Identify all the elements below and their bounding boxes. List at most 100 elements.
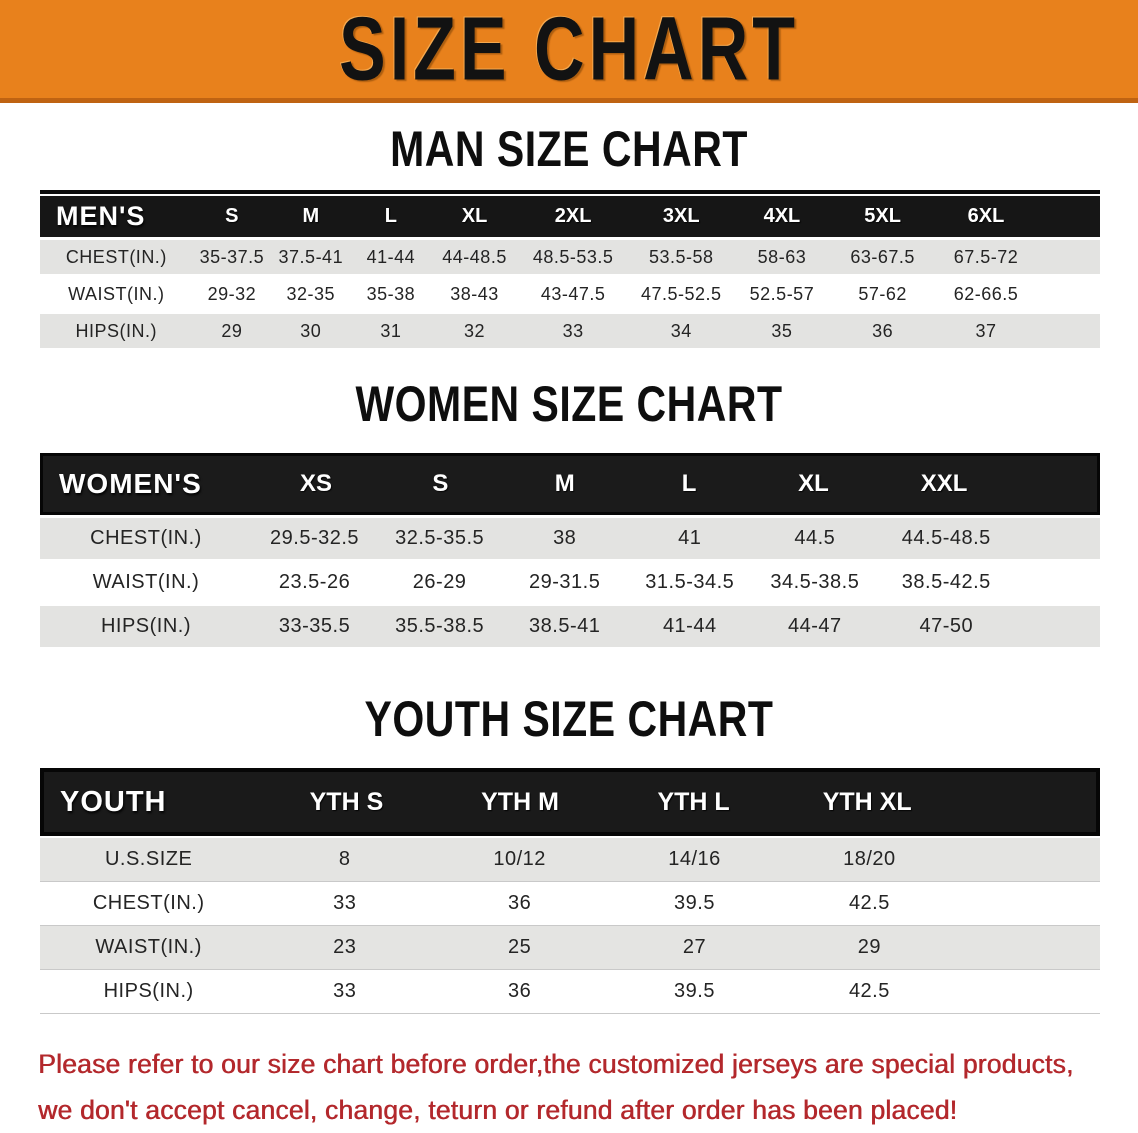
column-header-cell: YTH L [657,787,730,816]
banner-title: SIZE CHART [339,0,799,99]
value-cell: 29.5-32.5 [270,527,360,550]
size-table-row: CHEST(IN.) 33 36 39.5 42.5 [40,882,1100,927]
value-cell: 30 [300,320,322,341]
column-header-cell: XL [461,205,488,228]
table-corner-label: YOUTH [60,785,167,818]
value-cell: 14/16 [668,848,721,871]
value-cell: 44.5-48.5 [901,527,991,550]
value-cell: 63-67.5 [850,246,915,267]
column-header-cell: XS [299,470,332,498]
men-size-table: MEN'S S M L XL 2XL 3XL 4XL 5XL 6XL CHEST(IN.) 35-37… [40,190,1100,349]
value-cell: 67.5-72 [953,246,1019,267]
value-cell: 35.5-38.5 [395,615,485,638]
youth-section-title: YOUTH SIZE CHART [364,691,774,748]
table-corner-label: MEN'S [56,201,146,232]
value-cell: 29-32 [207,283,257,304]
value-cell: 38.5-41 [529,615,601,638]
row-label-cell: HIPS(IN.) [100,615,192,638]
table-corner-label: WOMEN'S [59,468,202,500]
value-cell: 41-44 [366,246,416,267]
men-section-title: MAN SIZE CHART [390,120,748,177]
column-header-cell: L [384,205,397,228]
value-cell: 33 [333,980,357,1003]
value-cell: 58-63 [757,246,807,267]
row-label-cell: U.S.SIZE [104,848,193,871]
column-header-cell: S [225,205,239,228]
value-cell: 34 [670,320,692,341]
size-table-header-row: MEN'S S M L XL 2XL 3XL 4XL 5XL 6XL [40,196,1100,238]
value-cell: 36 [508,980,532,1003]
men-size-section: MAN SIZE CHART MEN'S S M L XL 2XL 3XL 4XL 5XL 6XL… [0,121,1138,349]
column-header-cell: 3XL [662,205,700,228]
value-cell: 41-44 [662,615,717,638]
size-table-row: WAIST(IN.) 23.5-26 26-29 29-31.5 31.5-34.5 34… [40,562,1100,604]
size-chart-banner: SIZE CHART [0,0,1138,103]
column-header-cell: YTH M [481,787,559,816]
value-cell: 41 [678,527,702,550]
order-disclaimer-note: Please refer to our size chart before or… [38,1042,1138,1133]
size-table-row: U.S.SIZE 8 10/12 14/16 18/20 [40,838,1100,883]
women-size-table: WOMEN'S XS S M L XL XXL CHEST(IN.) 29.5-32.5 32.5… [40,453,1100,648]
column-header-cell: XL [798,470,829,498]
value-cell: 43-47.5 [540,283,606,304]
value-cell: 44-47 [788,615,842,638]
value-cell: 34.5-38.5 [770,571,860,594]
value-cell: 36 [872,320,894,341]
value-cell: 39.5 [674,980,715,1003]
value-cell: 33-35.5 [278,615,351,638]
row-label-cell: WAIST(IN.) [68,283,165,304]
value-cell: 33 [333,892,357,915]
value-cell: 35-37.5 [199,246,265,267]
column-header-cell: M [554,470,575,498]
size-table-row: CHEST(IN.) 35-37.5 37.5-41 41-44 44-48.5 48.5… [40,240,1100,275]
column-header-cell: XXL [920,470,968,498]
column-header-cell: 4XL [763,205,801,228]
value-cell: 33 [562,320,584,341]
value-cell: 26-29 [412,571,467,594]
value-cell: 38 [553,527,577,550]
row-label-cell: HIPS(IN.) [75,320,158,341]
value-cell: 48.5-53.5 [532,246,614,267]
value-cell: 42.5 [848,892,890,915]
value-cell: 44-48.5 [442,246,507,267]
value-cell: 47.5-52.5 [640,283,722,304]
column-header-cell: M [302,205,320,228]
size-table-row: HIPS(IN.) 33 36 39.5 42.5 [40,970,1100,1015]
value-cell: 27 [682,936,707,959]
row-label-cell: WAIST(IN.) [92,571,200,594]
value-cell: 31 [380,320,402,341]
women-size-section: WOMEN SIZE CHART WOMEN'S XS S M L XL XXL CHEST(… [0,376,1138,648]
column-header-cell: YTH XL [822,787,912,816]
value-cell: 53.5-58 [648,246,714,267]
value-cell: 18/20 [843,848,896,871]
value-cell: 62-66.5 [953,283,1019,304]
value-cell: 8 [338,848,351,871]
column-header-cell: 2XL [554,205,592,228]
women-section-title: WOMEN SIZE CHART [355,375,783,433]
value-cell: 47-50 [919,615,974,638]
value-cell: 52.5-57 [749,283,815,304]
value-cell: 32-35 [286,283,336,304]
value-cell: 57-62 [858,283,907,304]
row-label-cell: CHEST(IN.) [90,527,202,550]
value-cell: 29-31.5 [529,571,601,594]
size-table-header-row: YOUTH YTH S YTH M YTH L YTH XL [40,768,1100,837]
row-label-cell: HIPS(IN.) [103,980,194,1003]
value-cell: 38.5-42.5 [901,571,991,594]
column-header-cell: YTH S [309,787,384,816]
youth-size-table: YOUTH YTH S YTH M YTH L YTH XL U.S.SIZE 8 10/12… [40,768,1100,1015]
row-label-cell: CHEST(IN.) [65,246,167,267]
value-cell: 29 [221,320,243,341]
value-cell: 37 [975,320,997,341]
size-table-row: WAIST(IN.) 29-32 32-35 35-38 38-43 43-47.5 47.… [40,277,1100,312]
value-cell: 32.5-35.5 [395,527,485,550]
youth-size-section: YOUTH SIZE CHART YOUTH YTH S YTH M YTH L YTH… [0,691,1138,1015]
value-cell: 23 [333,936,357,959]
value-cell: 36 [508,892,532,915]
value-cell: 35 [771,320,793,341]
disclaimer-line-2: we don't accept cancel, change, teturn o… [38,1094,958,1125]
row-label-cell: WAIST(IN.) [95,936,202,959]
disclaimer-line-1: Please refer to our size chart before or… [38,1049,1074,1080]
row-label-cell: CHEST(IN.) [92,892,205,915]
value-cell: 25 [508,936,532,959]
